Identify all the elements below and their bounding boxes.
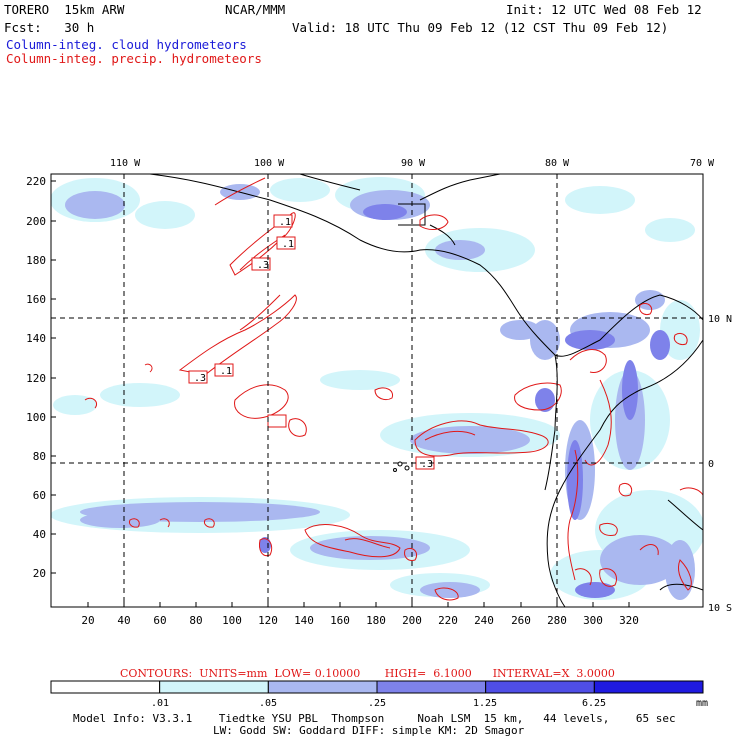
x-grid-label: 160 [330,614,350,627]
y-ticks [51,180,56,574]
x-grid-label: 20 [81,614,94,627]
lat-lon-grid [51,174,703,607]
contour-label: .3 [194,373,206,384]
x-grid-label: 140 [294,614,314,627]
org-name: NCAR/MMM [225,2,286,17]
lon-label: 80 W [545,158,570,169]
coastlines [149,174,703,607]
colorbar-tick-label: .01 [151,698,169,709]
y-grid-label: 220 [26,175,46,188]
precip-field-title: Column-integ. precip. hydrometeors [6,51,262,66]
model-info-line2: LW: Godd SW: Goddard DIFF: simple KM: 2D… [213,724,525,737]
y-grid-label: 140 [26,332,46,345]
x-grid-label: 200 [402,614,422,627]
x-grid-label: 80 [189,614,202,627]
lat-label: 0 [708,459,714,470]
x-grid-label: 100 [222,614,242,627]
lon-label: 110 W [110,158,141,169]
x-grid-label: 280 [547,614,567,627]
colorbar-tick-label: .05 [259,698,277,709]
x-grid-label: 300 [583,614,603,627]
contour-label: .3 [257,260,269,271]
contours-info: CONTOURS: UNITS=mm LOW= 0.10000 HIGH= 6.… [120,667,615,680]
colorbar-tick-label: 6.25 [582,698,606,709]
colorbar-segment [485,680,595,694]
contour-label: .3 [421,459,433,470]
colorbar-segment [50,680,161,694]
y-grid-label: 200 [26,215,46,228]
colorbar-segment [159,680,269,694]
contour-label: .1 [279,217,291,228]
colorbar-tick-label: .25 [368,698,386,709]
lon-label: 100 W [254,158,285,169]
contour-label: .1 [220,366,232,377]
lat-label: 10 N [708,314,732,325]
y-grid-label: 180 [26,254,46,267]
colorbar-units: mm [696,698,708,709]
colorbar-segment [376,680,487,694]
model-info-line1: Model Info: V3.3.1 Tiedtke YSU PBL Thomp… [73,712,676,725]
y-grid-label: 120 [26,372,46,385]
x-grid-label: 40 [117,614,130,627]
lon-label: 70 W [690,158,715,169]
colorbar-segment [593,680,704,694]
colorbar-tick-label: 1.25 [473,698,497,709]
valid-time: Valid: 18 UTC Thu 09 Feb 12 (12 CST Thu … [292,20,669,35]
y-grid-label: 160 [26,293,46,306]
x-grid-label: 60 [153,614,166,627]
map-frame [50,173,704,608]
colorbar-segment [267,680,378,694]
contour-label: .1 [282,239,294,250]
x-grid-label: 320 [619,614,639,627]
model-name: TORERO 15km ARW [4,2,125,17]
y-grid-label: 40 [33,528,46,541]
x-grid-label: 180 [366,614,386,627]
x-grid-label: 120 [258,614,278,627]
x-grid-label: 220 [438,614,458,627]
x-ticks [87,602,630,607]
lat-label: 10 S [708,603,732,614]
y-grid-label: 100 [26,411,46,424]
forecast-hour: Fcst: 30 h [4,20,95,35]
init-time: Init: 12 UTC Wed 08 Feb 12 [506,2,702,17]
cloud-field-title: Column-integ. cloud hydrometeors [6,37,247,52]
x-grid-label: 260 [511,614,531,627]
x-grid-label: 240 [474,614,494,627]
y-grid-label: 80 [33,450,46,463]
y-grid-label: 60 [33,489,46,502]
colorbar [50,680,704,694]
y-grid-label: 20 [33,567,46,580]
lon-label: 90 W [401,158,426,169]
